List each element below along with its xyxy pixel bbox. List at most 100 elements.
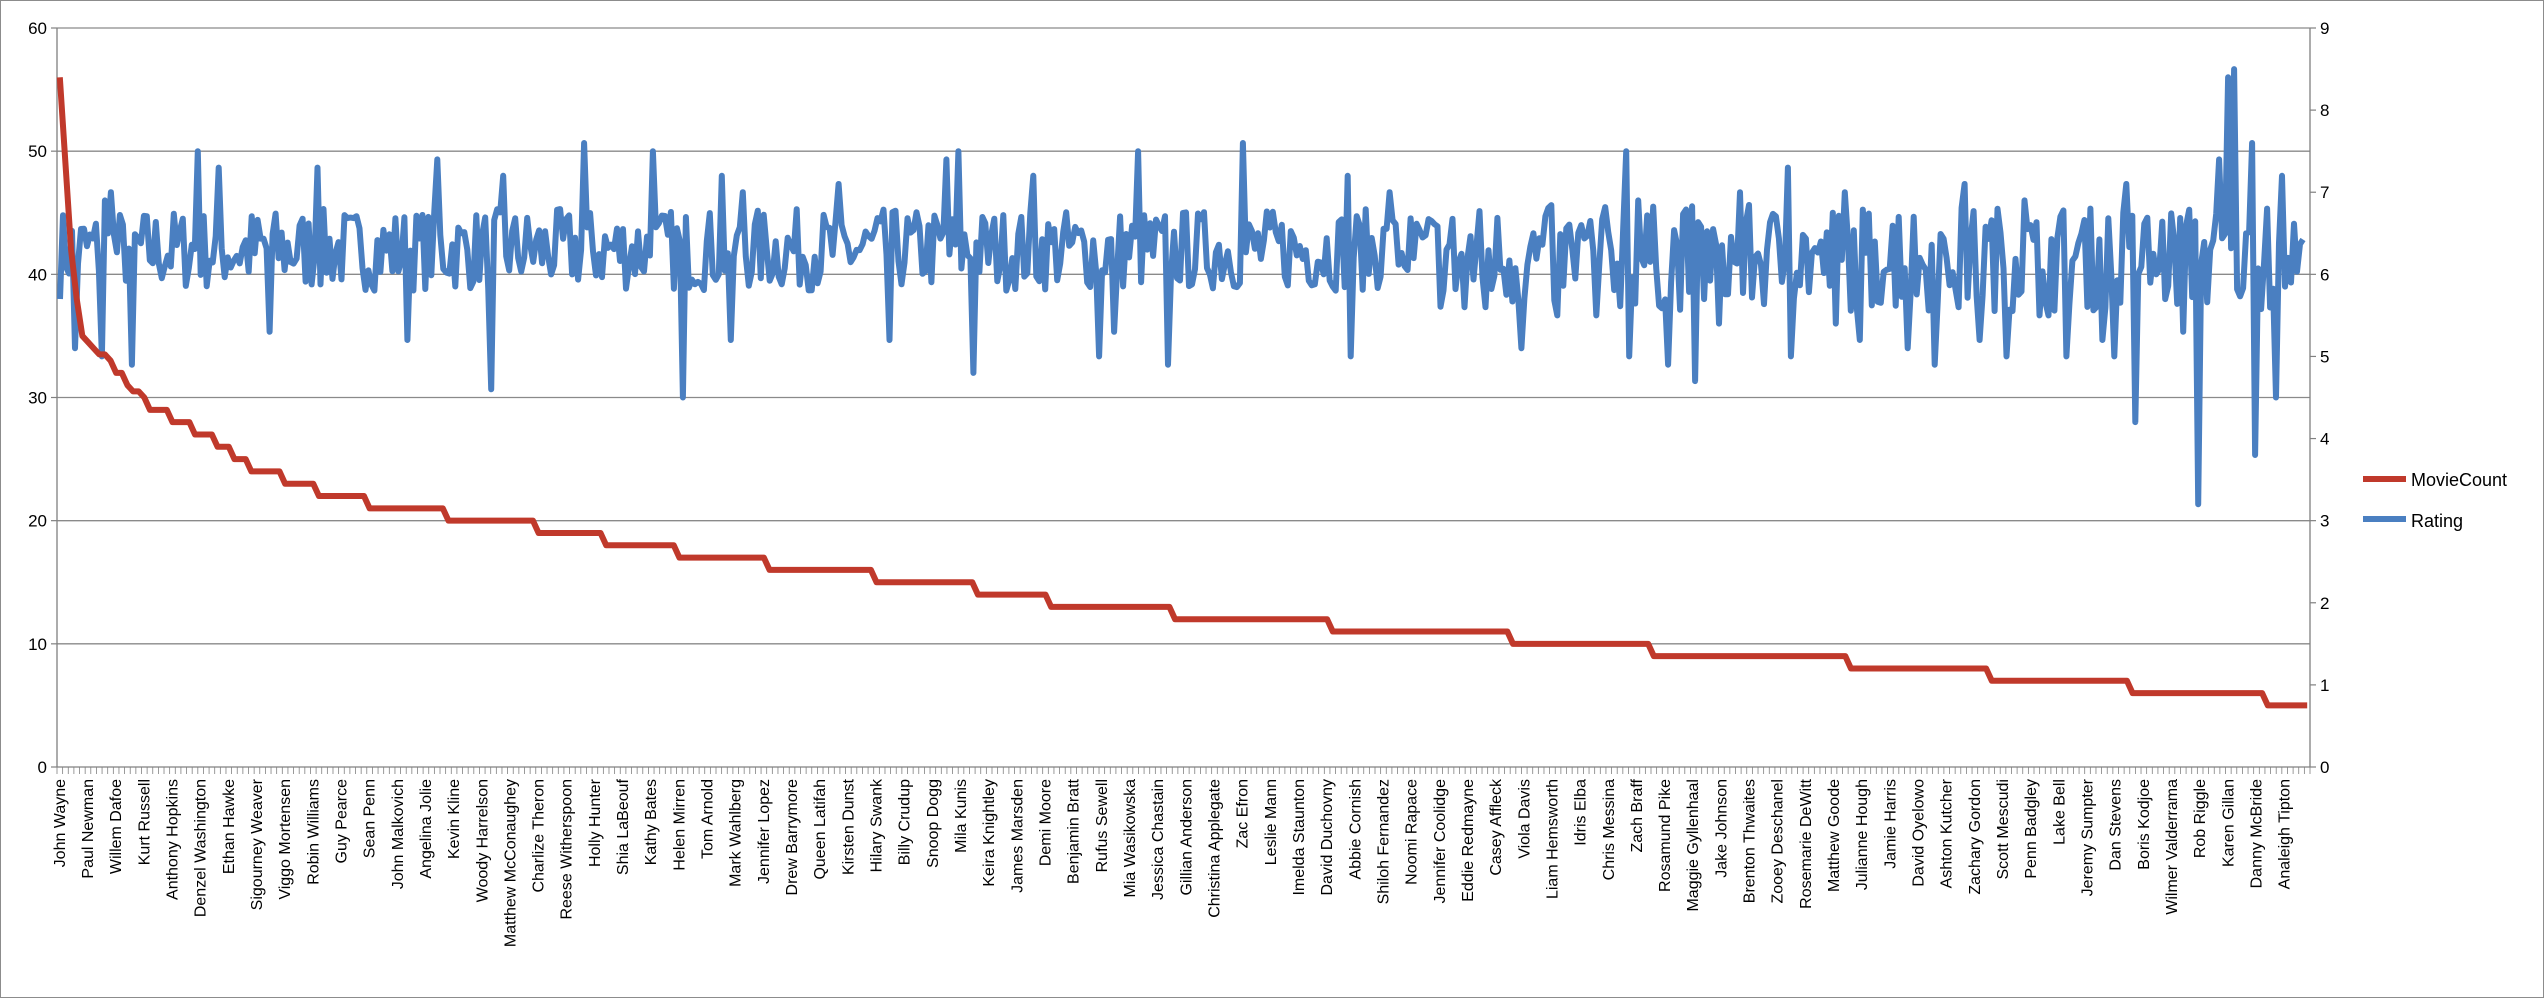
- x-category-label: David Oyelowo: [1911, 779, 1928, 887]
- y-right-tick-label: 1: [2320, 676, 2329, 695]
- x-category-label: Charlize Theron: [531, 779, 548, 893]
- x-category-label: Ethan Hawke: [221, 779, 238, 874]
- x-category-label: Imelda Staunton: [1291, 779, 1308, 896]
- x-category-label: Jennifer Coolidge: [1432, 779, 1449, 904]
- x-category-label: Billy Crudup: [897, 779, 914, 865]
- y-right-tick-label: 8: [2320, 101, 2329, 120]
- x-category-label: Boris Kodjoe: [2136, 779, 2153, 870]
- x-category-label: Analeigh Tipton: [2277, 779, 2294, 889]
- x-category-label: Keira Knightley: [981, 779, 998, 887]
- x-category-label: Shiloh Fernandez: [1375, 779, 1392, 904]
- series-line-rating: [57, 66, 2306, 508]
- x-category-label: Noomi Rapace: [1404, 779, 1421, 885]
- legend-label-rating: Rating: [2411, 511, 2463, 531]
- x-category-label: Lake Bell: [2051, 779, 2068, 845]
- y-left-tick-label: 30: [28, 389, 47, 408]
- x-category-label: Kevin Kline: [446, 779, 463, 859]
- x-category-label: Zachary Gordon: [1967, 779, 1984, 895]
- x-category-label: Leslie Mann: [1263, 779, 1280, 865]
- x-category-label: Denzel Washington: [193, 779, 210, 917]
- x-category-label: Karen Gillan: [2220, 779, 2237, 867]
- y-left-tick-label: 60: [28, 19, 47, 38]
- y-right-tick-label: 4: [2320, 430, 2329, 449]
- y-right-tick-label: 0: [2320, 758, 2329, 777]
- x-category-label: Hilary Swank: [869, 778, 886, 872]
- right-axis-ticks: 0 1 2 3 4 5 6 7 8 9: [2310, 19, 2329, 777]
- x-category-label: Helen Mirren: [671, 779, 688, 871]
- x-category-label: Penn Badgley: [2023, 779, 2040, 879]
- x-category-label: Drew Barrymore: [784, 779, 801, 896]
- x-category-label: Rosamund Pike: [1657, 779, 1674, 892]
- x-category-label: Brenton Thwaites: [1742, 779, 1759, 903]
- x-category-label: Chris Messina: [1601, 779, 1618, 880]
- x-category-label: Robin Williams: [305, 779, 322, 885]
- x-category-label: Willem Dafoe: [108, 779, 125, 874]
- x-category-label: Mia Wasikowska: [1122, 779, 1139, 898]
- x-category-label: Angelina Jolie: [418, 779, 435, 879]
- x-category-label: Christina Applegate: [1206, 779, 1223, 918]
- y-right-tick-label: 2: [2320, 594, 2329, 613]
- x-category-label: Abbie Cornish: [1347, 779, 1364, 880]
- x-category-label: Rosemarie DeWitt: [1798, 778, 1815, 908]
- x-category-label: Reese Witherspoon: [559, 779, 576, 920]
- x-category-label: Zooey Deschanel: [1770, 779, 1787, 904]
- left-axis-ticks: 0 10 20 30 40 50 60: [28, 19, 57, 777]
- x-category-label: Tom Arnold: [700, 779, 717, 859]
- y-left-tick-label: 0: [38, 758, 47, 777]
- x-category-label: Mark Wahlberg: [728, 779, 745, 887]
- x-category-label: Anthony Hopkins: [164, 779, 181, 900]
- x-category-label: Matthew Goode: [1826, 779, 1843, 892]
- x-category-label: Jessica Chastain: [1150, 779, 1167, 900]
- x-category-label: Paul Newman: [80, 779, 97, 879]
- y-right-tick-label: 6: [2320, 265, 2329, 284]
- x-category-label: Julianne Hough: [1854, 779, 1871, 890]
- x-category-label: Rufus Sewell: [1094, 779, 1111, 872]
- x-category-label: Jeremy Sumpter: [2080, 778, 2097, 896]
- x-category-label: James Marsden: [1009, 779, 1026, 893]
- x-category-label: Snoop Dogg: [925, 779, 942, 868]
- x-axis-category-labels: John Wayne Paul Newman Willem Dafoe Kurt Ru…: [52, 778, 2294, 947]
- series-line-moviecount: [56, 77, 2308, 709]
- x-category-label: Eddie Redmayne: [1460, 779, 1477, 902]
- x-category-label: Rob Riggle: [2192, 779, 2209, 858]
- x-category-label: Mila Kunis: [953, 779, 970, 853]
- x-category-label: Holly Hunter: [587, 778, 604, 867]
- x-category-label: Gillian Anderson: [1178, 779, 1195, 896]
- y-left-tick-label: 40: [28, 265, 47, 284]
- gridlines: [57, 27, 2310, 645]
- x-category-label: Danny McBride: [2248, 779, 2265, 888]
- x-category-label: Kurt Russell: [136, 779, 153, 865]
- x-category-label: Benjamin Bratt: [1066, 778, 1083, 883]
- y-left-tick-label: 50: [28, 142, 47, 161]
- x-category-label: Jamie Harris: [1882, 779, 1899, 869]
- x-category-label: John Malkovich: [390, 779, 407, 889]
- x-category-label: Viola Davis: [1516, 779, 1533, 859]
- x-category-label: Matthew McConaughey: [502, 779, 519, 947]
- x-category-label: John Wayne: [52, 779, 69, 867]
- x-category-label: Maggie Gyllenhaal: [1685, 779, 1702, 912]
- y-right-tick-label: 9: [2320, 19, 2329, 38]
- x-category-label: Demi Moore: [1038, 779, 1055, 866]
- x-category-label: Dan Stevens: [2108, 779, 2125, 871]
- x-category-label: Zac Efron: [1235, 779, 1252, 848]
- x-category-label: Scott Mescudi: [1995, 779, 2012, 879]
- x-category-label: Ashton Kutcher: [1939, 778, 1956, 888]
- x-category-label: Casey Affleck: [1488, 778, 1505, 876]
- x-category-label: Liam Hemsworth: [1544, 779, 1561, 899]
- x-category-label: Sigourney Weaver: [249, 778, 266, 910]
- x-category-label: Wilmer Valderrama: [2164, 779, 2181, 915]
- legend-label-moviecount: MovieCount: [2411, 470, 2507, 490]
- x-axis-ticks: [56, 767, 2311, 774]
- x-category-label: Jake Johnson: [1713, 779, 1730, 878]
- y-right-tick-label: 5: [2320, 347, 2329, 366]
- x-category-label: Woody Harrelson: [474, 779, 491, 902]
- x-category-label: Sean Penn: [362, 779, 379, 858]
- x-category-label: Guy Pearce: [333, 779, 350, 864]
- legend: MovieCount Rating: [2363, 470, 2507, 531]
- x-category-label: Queen Latifah: [812, 779, 829, 880]
- x-category-label: David Duchovny: [1319, 779, 1336, 896]
- y-left-tick-label: 10: [28, 635, 47, 654]
- x-category-label: Jennifer Lopez: [756, 779, 773, 884]
